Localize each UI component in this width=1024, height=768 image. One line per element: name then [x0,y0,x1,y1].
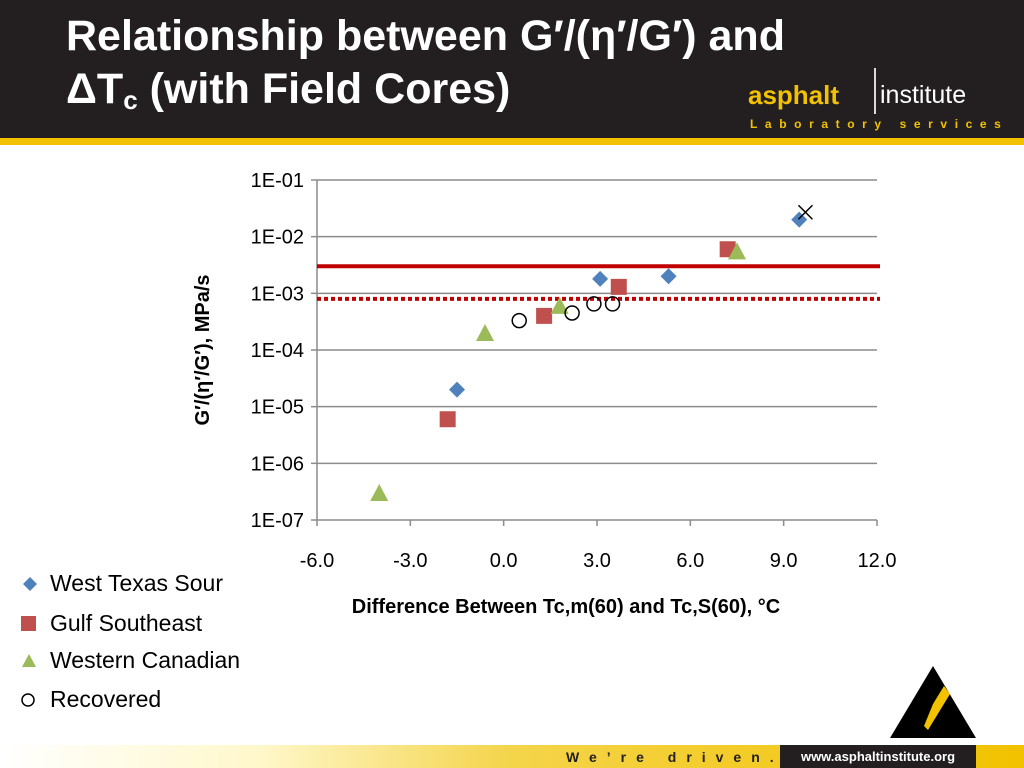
diamond-marker-icon [23,577,37,591]
legend-label: Western Canadian [50,647,241,673]
logo-divider [874,68,876,114]
x-axis-title: Difference Between Tc,m(60) and Tc,S(60)… [352,596,780,618]
data-point-gulf-southeast [536,307,553,324]
title-subscript: c [123,85,138,115]
y-tick-label: 1E-01 [251,170,304,192]
x-marker-stroke [797,204,813,220]
footer-url: www.asphaltinstitute.org [780,745,976,768]
data-point-recovered [564,305,580,321]
legend-label: Gulf Southeast [50,610,203,636]
legend-item-gulf-southeast: Gulf Southeast [18,608,288,638]
data-point-recovered [511,312,527,329]
logo-tagline: Laboratory services [750,117,1009,131]
chart-legend: West Texas Sour Gulf Southeast Western C… [18,568,288,718]
title-suffix: (with Field Cores) [137,65,511,113]
x-marker [797,204,813,220]
legend-item-west-texas-sour: West Texas Sour [18,568,288,598]
title-delta-t: ΔT [66,65,124,113]
data-point-western-canadian [728,242,746,260]
legend-item-western-canadian: Western Canadian [18,645,288,675]
x-tick-label: -6.0 [300,550,334,572]
title-line-1: Relationship between G′/(η′/G′) and [66,12,785,60]
x-tick-label: 6.0 [676,550,704,572]
data-point-gulf-southeast [610,278,627,295]
legend-label: West Texas Sour [50,570,224,596]
data-point-gulf-southeast [439,411,456,428]
title-line-2: ΔTc (with Field Cores) [66,63,966,127]
asphalt-institute-triangle-icon [890,666,976,738]
triangle-marker-icon [22,654,36,667]
y-axis-title: G′/(η′/G′), MPa/s [192,274,214,425]
x-tick-label: 9.0 [770,550,798,572]
data-point-western-canadian [476,323,494,341]
square-marker-icon [21,616,36,631]
data-point-recovered [604,296,621,312]
data-point-western-canadian [550,296,569,314]
y-tick-label: 1E-07 [251,510,304,532]
y-tick-label: 1E-02 [251,227,304,249]
data-point-recovered [586,296,602,312]
y-tick-label: 1E-06 [251,453,304,475]
y-tick-label: 1E-05 [251,397,304,419]
asphalt-institute-logo: asphalt institute Laboratory services [748,66,1001,136]
footer-stripe [0,745,1024,768]
data-point-west-texas-sour [660,268,677,285]
x-tick-label: 12.0 [858,550,897,572]
logo-word-institute: institute [880,81,967,109]
data-point-western-canadian [370,483,389,501]
header-accent-stripe [0,138,1024,145]
y-tick-label: 1E-04 [251,340,304,362]
legend-item-recovered: Recovered [18,684,288,714]
data-point-west-texas-sour [592,270,609,287]
legend-label: Recovered [50,686,162,712]
x-tick-label: 3.0 [583,550,611,572]
x-tick-label: 0.0 [490,550,518,572]
logo-word-asphalt: asphalt [748,80,840,110]
footer-tagline: We’re driven. [566,749,784,765]
x-tick-label: -3.0 [393,550,427,572]
header-bar [0,0,1024,138]
data-point-west-texas-sour [449,381,465,398]
circle-marker-icon [21,693,35,707]
y-tick-label: 1E-03 [251,283,304,305]
slide-title: Relationship between G′/(η′/G′) and ΔTc … [66,10,966,127]
data-point-west-texas-sour [791,211,808,228]
